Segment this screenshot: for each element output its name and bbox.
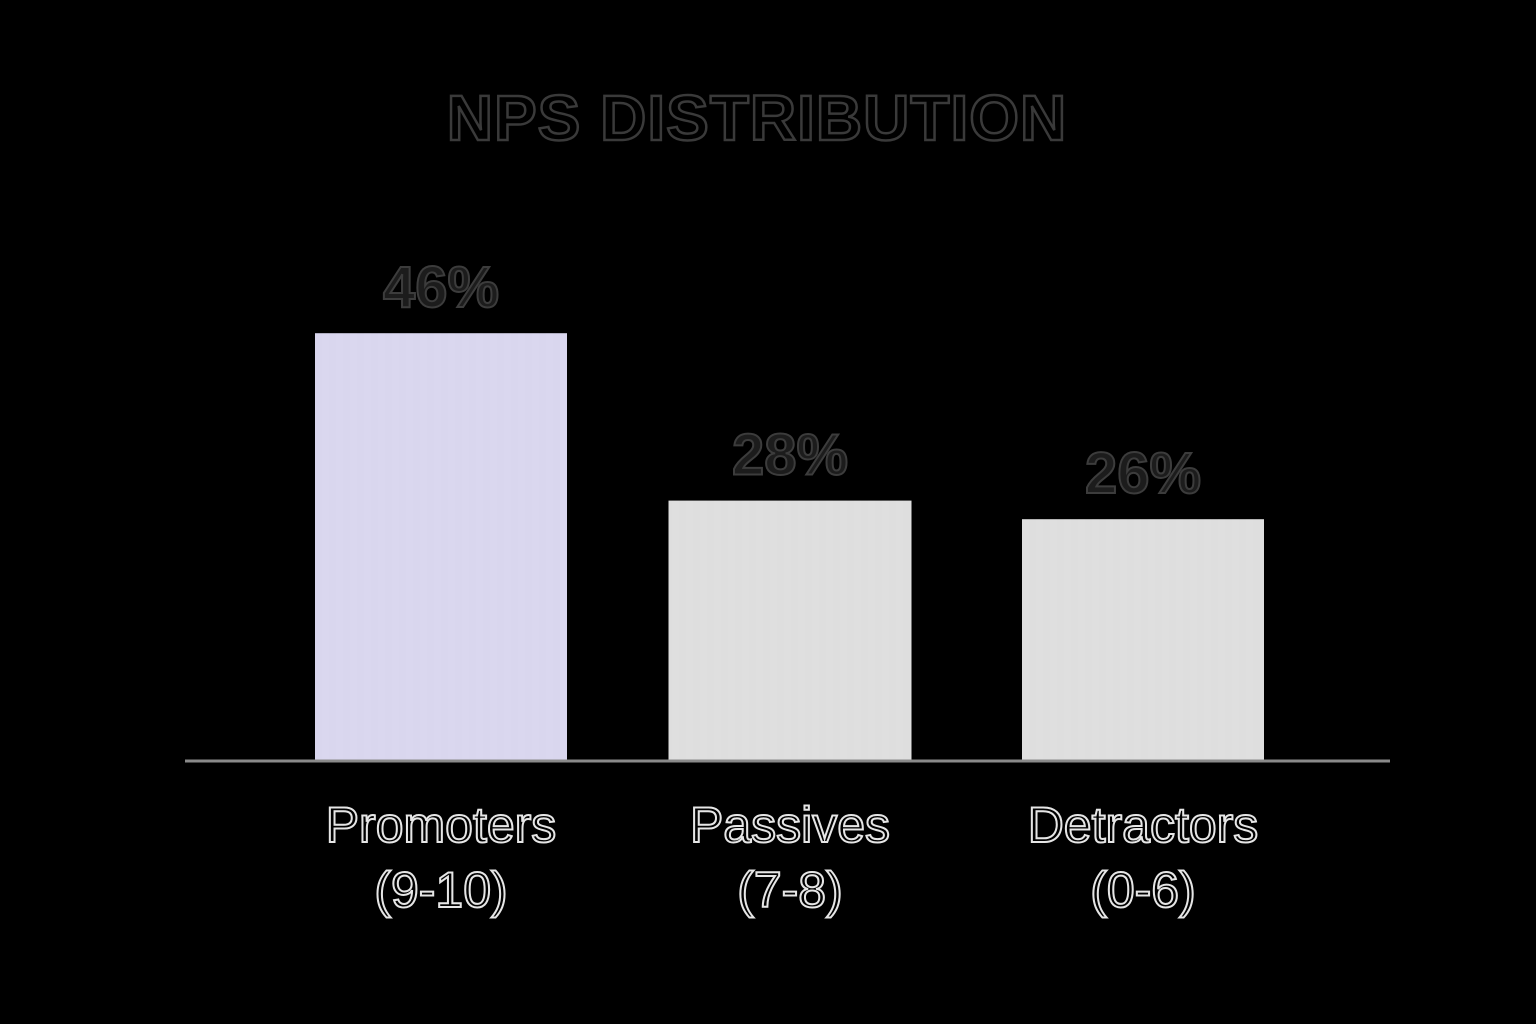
category-label-name: Detractors <box>1028 797 1259 853</box>
category-label-range: (0-6) <box>1090 862 1196 918</box>
bars-layer <box>315 333 1264 761</box>
category-label-name: Passives <box>690 797 890 853</box>
category-label-range: (9-10) <box>374 862 507 918</box>
bar-texture <box>1022 519 1264 761</box>
category-label-range: (7-8) <box>737 862 843 918</box>
category-label-name: Promoters <box>326 797 557 853</box>
value-label: 28% <box>732 423 848 488</box>
value-label: 26% <box>1085 441 1201 506</box>
chart-title: NPS DISTRIBUTION <box>447 82 1067 154</box>
labels-layer: 46% Promoters (9-10) 28% Passives (7-8) 26% Det… <box>325 254 1260 919</box>
value-label: 46% <box>383 255 499 320</box>
bar-texture <box>315 333 567 761</box>
bar-texture <box>668 500 912 761</box>
